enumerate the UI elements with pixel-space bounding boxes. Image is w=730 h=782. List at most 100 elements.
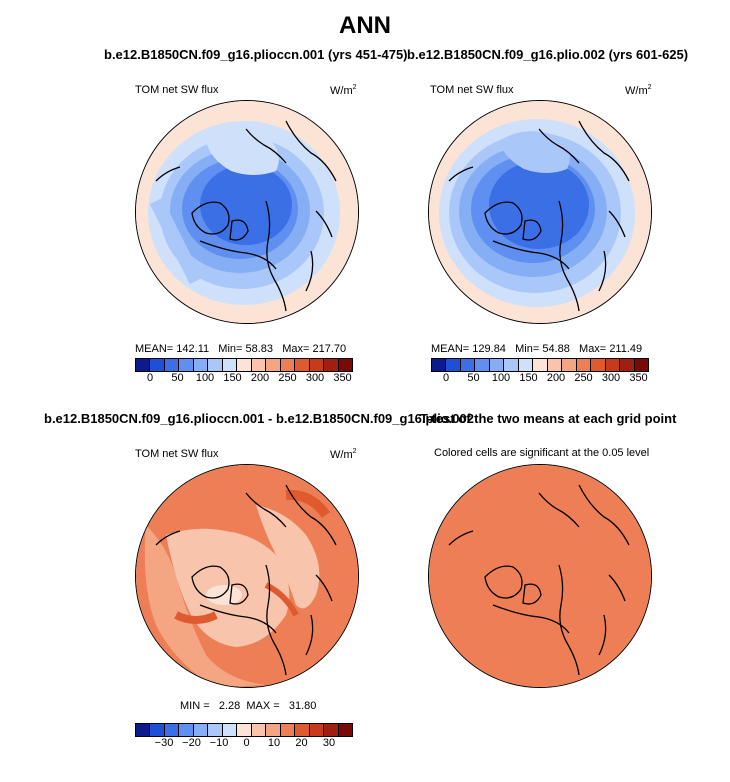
colorbar-tick-label: 300 xyxy=(305,372,325,384)
colorbar-swatch xyxy=(634,359,649,371)
case-title-bottom-left: b.e12.B1850CN.f09_g16.plioccn.001 - b.e1… xyxy=(44,411,474,426)
main-title: ANN xyxy=(339,12,391,39)
colorbar-swatches xyxy=(135,723,353,737)
colorbar-swatch xyxy=(460,359,476,371)
colorbar-swatches xyxy=(135,358,353,372)
polar-map-ttest xyxy=(428,464,652,688)
colorbar-tick-label: 50 xyxy=(467,372,480,384)
colorbar-swatch xyxy=(179,724,194,736)
colorbar-swatch xyxy=(309,359,325,371)
max-value: 217.70 xyxy=(312,343,347,355)
colorbar-tick-label: 100 xyxy=(195,372,215,384)
colorbar-tick-label: 10 xyxy=(267,737,281,749)
colorbar-swatch xyxy=(591,359,606,371)
colorbar-swatch xyxy=(547,359,563,371)
colorbar-swatch xyxy=(504,359,519,371)
colorbar-swatch xyxy=(562,359,577,371)
colorbar-tick-label: 250 xyxy=(278,372,297,384)
colorbar-swatch xyxy=(164,359,180,371)
colorbar-swatch xyxy=(576,359,592,371)
max-value: 31.80 xyxy=(288,700,317,712)
colorbar-swatch xyxy=(518,359,534,371)
colorbar-tick-label: 20 xyxy=(295,737,308,749)
colorbar-tick-label: 150 xyxy=(519,372,538,384)
colorbar-swatch xyxy=(208,359,223,371)
colorbar-swatch xyxy=(237,724,252,736)
colorbar-swatch xyxy=(150,359,165,371)
colorbar-swatch xyxy=(338,359,353,371)
colorbar-tick-label: 200 xyxy=(546,372,566,384)
colorbar-swatch xyxy=(309,724,325,736)
min-value: 58.83 xyxy=(245,343,274,355)
case-title-top-right: b.e12.B1850CN.f09_g16.plio.002 (yrs 601-… xyxy=(407,47,689,62)
colorbar-swatch xyxy=(620,359,635,371)
units-label-top-left: W/m2 xyxy=(330,84,357,97)
colorbar-tick-label: 350 xyxy=(629,372,648,384)
stats-bottom-left: MIN = 2.28 MAX = 31.80 xyxy=(180,700,317,712)
colorbar-swatch xyxy=(136,724,151,736)
colorbar-swatch xyxy=(432,359,447,371)
colorbar-swatch xyxy=(475,359,490,371)
colorbar-tick-label: 50 xyxy=(171,372,184,384)
colorbar-swatch xyxy=(280,359,296,371)
colorbar-swatch xyxy=(164,724,180,736)
colorbar-swatch xyxy=(489,359,505,371)
units-label-top-right: W/m2 xyxy=(625,84,652,97)
variable-label-top-right: TOM net SW flux xyxy=(430,84,514,96)
case-title-top-left: b.e12.B1850CN.f09_g16.plioccn.001 (yrs 4… xyxy=(104,47,408,62)
min-value: 54.88 xyxy=(542,343,570,355)
colorbar-swatch xyxy=(295,359,310,371)
colorbar-swatch xyxy=(533,359,548,371)
case-title-bottom-right: T-test of the two means at each grid poi… xyxy=(420,411,677,426)
colorbar-swatch xyxy=(237,359,252,371)
colorbar-swatch xyxy=(266,724,281,736)
ttest-subtitle: Colored cells are significant at the 0.0… xyxy=(434,447,650,459)
colorbar-tick-label: 0 xyxy=(146,372,154,384)
colorbar-swatch xyxy=(208,724,223,736)
colorbar-swatches xyxy=(431,358,649,372)
colorbar-swatch xyxy=(150,724,165,736)
colorbar-swatch xyxy=(280,724,296,736)
colorbar-tick-label: 200 xyxy=(250,372,270,384)
colorbar-tick-label: 0 xyxy=(442,372,450,384)
polar-map-difference xyxy=(135,464,359,688)
colorbar-swatch xyxy=(136,359,151,371)
mean-value: 142.11 xyxy=(176,343,210,355)
variable-label-bottom-left: TOM net SW flux xyxy=(135,448,219,460)
colorbar-swatch xyxy=(605,359,621,371)
colorbar-ticks: 0 50 100 150 200 250 300 350 xyxy=(431,372,649,386)
colorbar-swatch xyxy=(266,359,281,371)
colorbar-bottom-left: −30 −20 −10 0 10 20 30 xyxy=(135,723,353,751)
colorbar-ticks: −30 −20 −10 0 10 20 30 xyxy=(135,737,353,751)
colorbar-swatch xyxy=(251,724,267,736)
units-label-bottom-left: W/m2 xyxy=(330,448,357,461)
colorbar-swatch xyxy=(446,359,461,371)
colorbar-ticks: 0 50 100 150 200 250 300 350 xyxy=(135,372,353,386)
colorbar-swatch xyxy=(295,724,310,736)
colorbar-tick-label: −10 xyxy=(209,737,229,749)
colorbar-tick-label: 150 xyxy=(223,372,242,384)
colorbar-swatch xyxy=(251,359,267,371)
variable-label-top-left: TOM net SW flux xyxy=(135,84,219,96)
colorbar-swatch xyxy=(324,359,339,371)
colorbar-tick-label: 30 xyxy=(322,737,336,749)
colorbar-tick-label: 250 xyxy=(574,372,593,384)
colorbar-swatch xyxy=(222,724,238,736)
colorbar-swatch xyxy=(179,359,194,371)
colorbar-swatch xyxy=(193,359,209,371)
stats-top-right: MEAN= 129.84 Min= 54.88 Max= 211.49 xyxy=(431,343,643,355)
colorbar-top-left: 0 50 100 150 200 250 300 350 xyxy=(135,358,353,386)
colorbar-tick-label: 350 xyxy=(333,372,352,384)
max-value: 211.49 xyxy=(609,343,643,355)
colorbar-swatch xyxy=(222,359,238,371)
mean-value: 129.84 xyxy=(472,343,506,355)
colorbar-tick-label: 0 xyxy=(243,737,250,749)
polar-map-control xyxy=(135,100,359,324)
colorbar-tick-label: −30 xyxy=(154,737,174,749)
colorbar-swatch xyxy=(324,724,339,736)
colorbar-tick-label: 100 xyxy=(491,372,511,384)
colorbar-top-right: 0 50 100 150 200 250 300 350 xyxy=(431,358,649,386)
colorbar-tick-label: 300 xyxy=(601,372,621,384)
stats-top-left: MEAN= 142.11 Min= 58.83 Max= 217.70 xyxy=(135,343,347,355)
colorbar-swatch xyxy=(193,724,209,736)
